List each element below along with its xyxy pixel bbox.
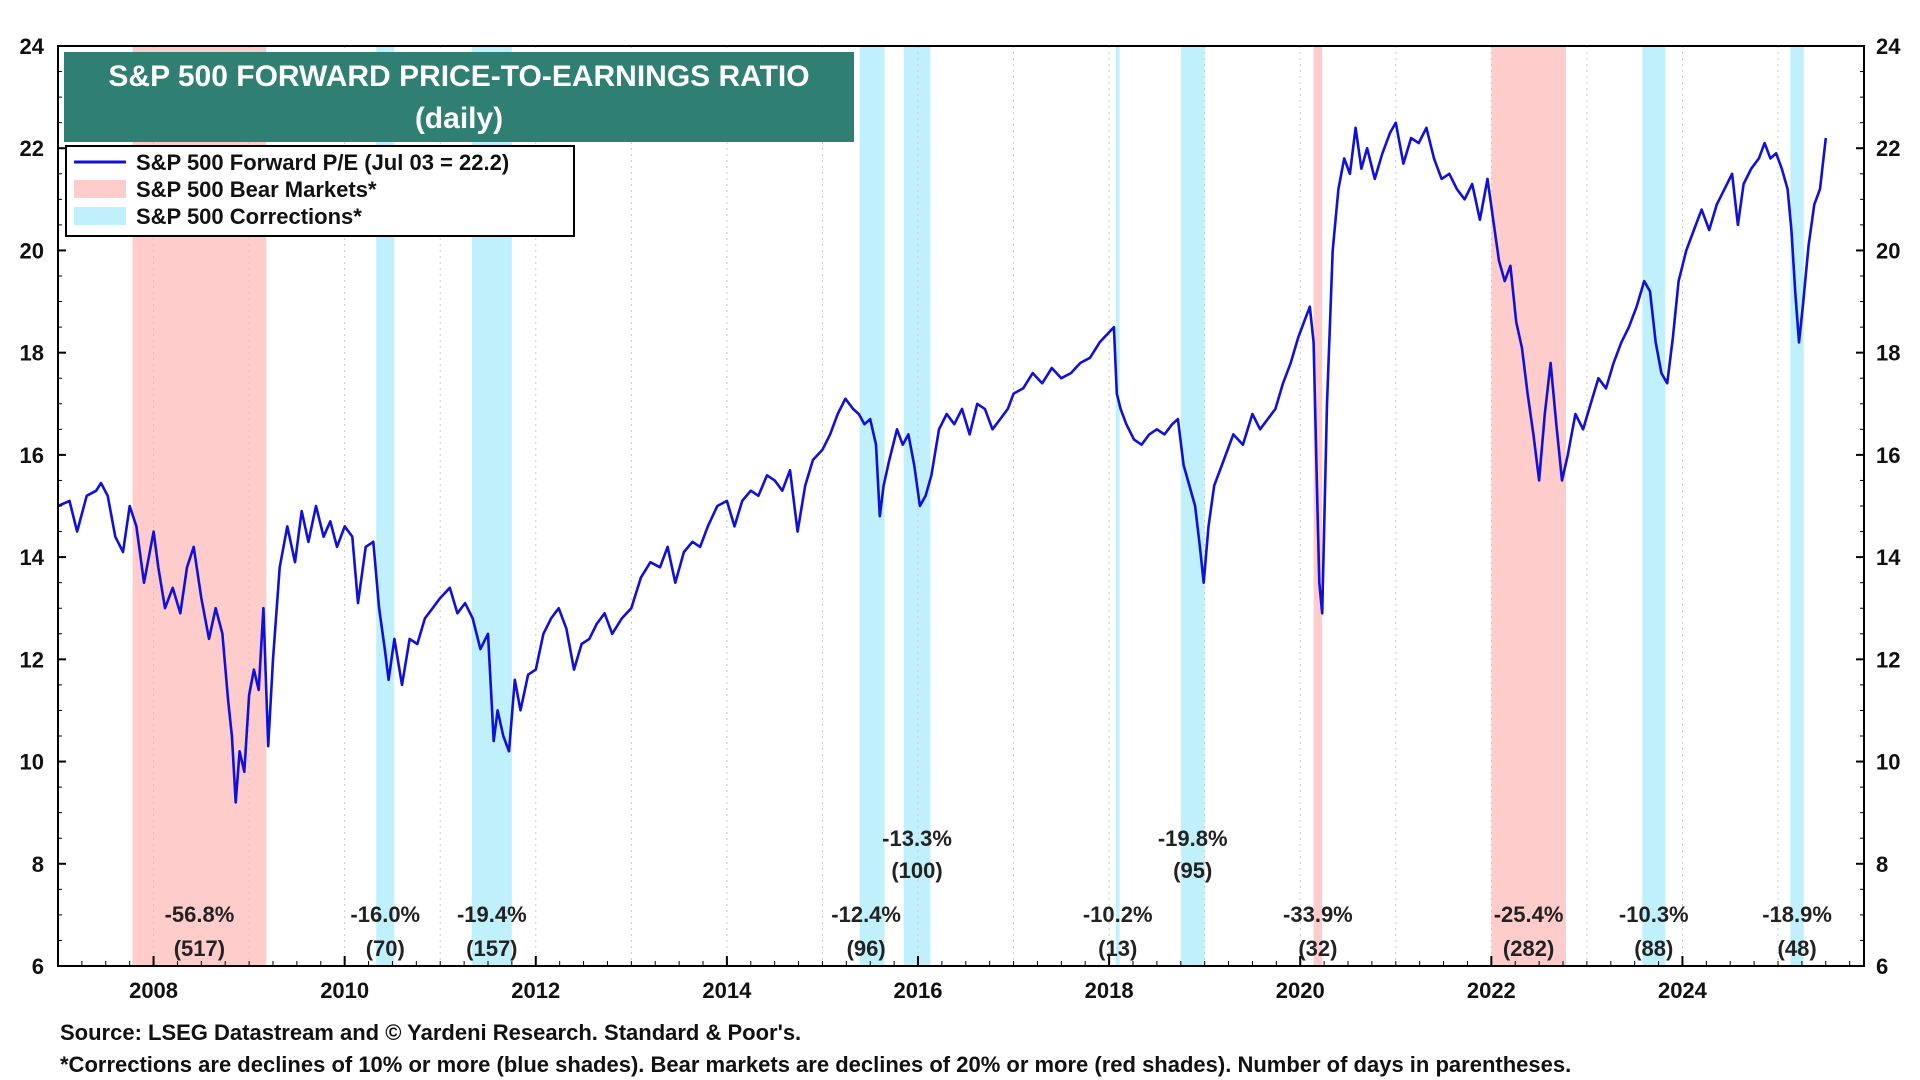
annotation-days-4: (100) bbox=[891, 858, 942, 883]
legend-label-correction: S&P 500 Corrections* bbox=[136, 204, 362, 229]
chart-subtitle: (daily) bbox=[415, 102, 503, 135]
ytick-label-left-24: 24 bbox=[20, 34, 45, 59]
legend: S&P 500 Forward P/E (Jul 03 = 22.2) S&P … bbox=[65, 145, 575, 237]
xtick-label-2014: 2014 bbox=[702, 978, 752, 1003]
correction-shade-10 bbox=[1790, 46, 1804, 966]
ytick-label-right-10: 10 bbox=[1876, 750, 1900, 775]
annotation-days-3: (96) bbox=[847, 936, 886, 961]
title-background bbox=[64, 52, 854, 142]
ytick-label-right-8: 8 bbox=[1876, 852, 1888, 877]
ytick-label-right-18: 18 bbox=[1876, 341, 1900, 366]
ytick-label-right-14: 14 bbox=[1876, 545, 1901, 570]
title-box: S&P 500 FORWARD PRICE-TO-EARNINGS RATIO … bbox=[64, 52, 854, 142]
annotation-days-2: (157) bbox=[466, 936, 517, 961]
annotation-days-7: (32) bbox=[1298, 936, 1337, 961]
ytick-label-left-10: 10 bbox=[20, 750, 44, 775]
annotation-pct-5: -10.2% bbox=[1083, 902, 1153, 927]
xtick-label-2024: 2024 bbox=[1658, 978, 1708, 1003]
xtick-label-2018: 2018 bbox=[1085, 978, 1134, 1003]
annotation-days-9: (88) bbox=[1634, 936, 1673, 961]
annotation-pct-0: -56.8% bbox=[165, 902, 235, 927]
ytick-label-right-20: 20 bbox=[1876, 238, 1900, 263]
annotation-pct-2: -19.4% bbox=[457, 902, 527, 927]
xtick-label-2008: 2008 bbox=[129, 978, 178, 1003]
ytick-label-left-8: 8 bbox=[32, 852, 44, 877]
footnote: *Corrections are declines of 10% or more… bbox=[60, 1052, 1571, 1077]
annotation-days-10: (48) bbox=[1778, 936, 1817, 961]
ytick-label-right-24: 24 bbox=[1876, 34, 1901, 59]
annotation-pct-9: -10.3% bbox=[1619, 902, 1689, 927]
annotation-pct-3: -12.4% bbox=[831, 902, 901, 927]
annotation-days-6: (95) bbox=[1173, 858, 1212, 883]
source-note: Source: LSEG Datastream and © Yardeni Re… bbox=[60, 1020, 801, 1045]
correction-shade-1 bbox=[376, 46, 395, 966]
series-layer bbox=[57, 121, 1828, 804]
xtick-label-2010: 2010 bbox=[320, 978, 369, 1003]
annotation-days-8: (282) bbox=[1503, 936, 1554, 961]
correction-shade-9 bbox=[1642, 46, 1666, 966]
annotation-days-0: (517) bbox=[174, 936, 225, 961]
legend-correction-swatch bbox=[74, 207, 126, 225]
ytick-label-right-16: 16 bbox=[1876, 443, 1900, 468]
ytick-label-left-14: 14 bbox=[20, 545, 45, 570]
legend-box bbox=[65, 145, 575, 237]
correction-shade-4 bbox=[903, 46, 931, 966]
correction-shade-6 bbox=[1180, 46, 1205, 966]
annotation-days-5: (13) bbox=[1098, 936, 1137, 961]
ytick-label-left-12: 12 bbox=[20, 647, 44, 672]
annotations: -56.8% (517) -16.0% (70) -19.4% (157) -12.4% (9… bbox=[165, 826, 1832, 961]
ytick-label-left-6: 6 bbox=[32, 954, 44, 979]
xtick-label-2012: 2012 bbox=[511, 978, 560, 1003]
ytick-label-right-12: 12 bbox=[1876, 647, 1900, 672]
ytick-label-left-18: 18 bbox=[20, 341, 44, 366]
legend-label-bear: S&P 500 Bear Markets* bbox=[136, 177, 377, 202]
xtick-label-2022: 2022 bbox=[1467, 978, 1516, 1003]
annotation-pct-4: -13.3% bbox=[882, 826, 952, 851]
annotation-pct-6: -19.8% bbox=[1158, 826, 1228, 851]
annotation-pct-10: -18.9% bbox=[1762, 902, 1832, 927]
chart-title: S&P 500 FORWARD PRICE-TO-EARNINGS RATIO bbox=[108, 60, 809, 93]
correction-shade-5 bbox=[1115, 46, 1120, 966]
legend-bear-swatch bbox=[74, 180, 126, 198]
annotation-pct-1: -16.0% bbox=[350, 902, 420, 927]
annotation-pct-7: -33.9% bbox=[1283, 902, 1353, 927]
annotation-days-1: (70) bbox=[366, 936, 405, 961]
ytick-label-right-22: 22 bbox=[1876, 136, 1900, 161]
ytick-label-left-16: 16 bbox=[20, 443, 44, 468]
annotation-pct-8: -25.4% bbox=[1494, 902, 1564, 927]
ytick-label-right-6: 6 bbox=[1876, 954, 1888, 979]
ytick-label-left-22: 22 bbox=[20, 136, 44, 161]
bear-shade-8 bbox=[1491, 46, 1566, 966]
ytick-label-left-20: 20 bbox=[20, 238, 44, 263]
legend-label-pe: S&P 500 Forward P/E (Jul 03 = 22.2) bbox=[136, 150, 509, 175]
xtick-label-2020: 2020 bbox=[1276, 978, 1325, 1003]
xtick-label-2016: 2016 bbox=[894, 978, 943, 1003]
series-line-pe bbox=[57, 121, 1828, 804]
